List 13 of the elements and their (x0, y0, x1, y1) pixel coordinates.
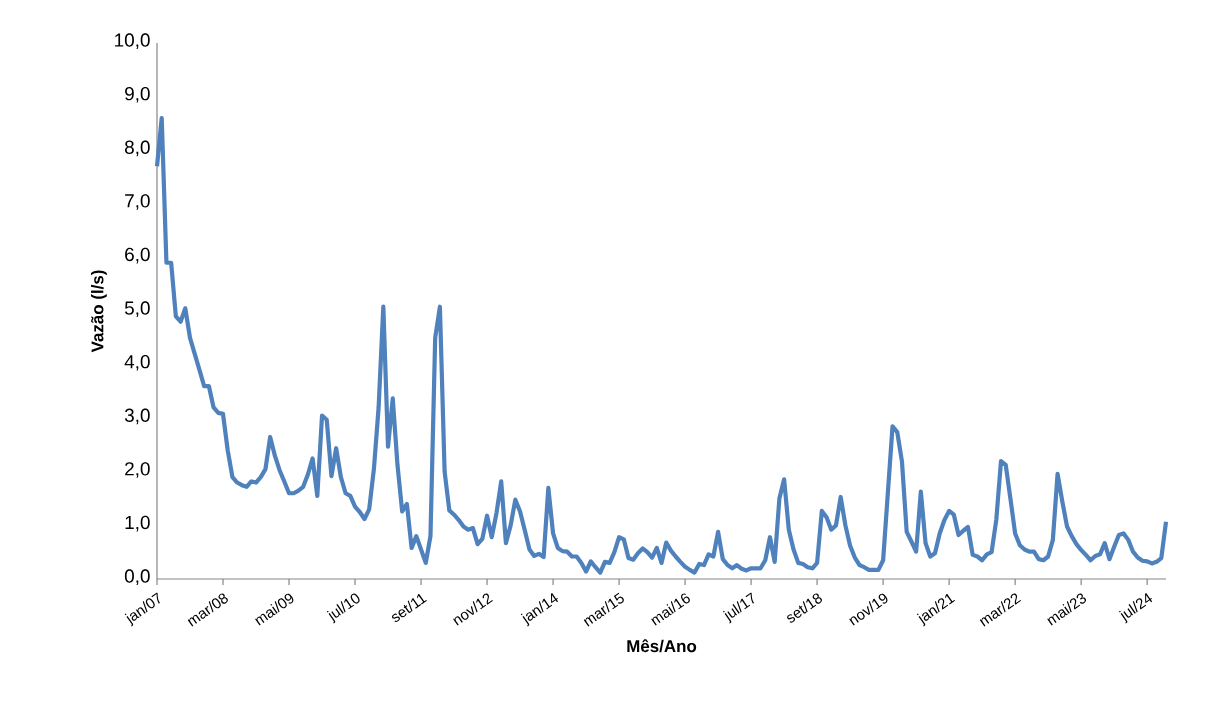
y-tick-label: 6,0 (125, 247, 150, 264)
y-tick-label: 5,0 (124, 301, 150, 317)
y-axis-title: Vazão (l/s) (91, 270, 107, 353)
y-tick-label: 1,0 (125, 515, 150, 532)
y-tick-label: 2,0 (125, 462, 150, 478)
y-tick-label: 10,0 (115, 33, 150, 49)
y-tick-label: 3,0 (124, 408, 150, 425)
y-tick-label: 9,0 (125, 86, 150, 103)
y-tick-label: 8,0 (125, 140, 150, 157)
y-tick-label: 4,0 (124, 354, 150, 371)
x-axis-title: Mês/Ano (627, 639, 697, 653)
y-tick-label: 7,0 (125, 194, 150, 210)
y-tick-label: 0,0 (124, 569, 150, 585)
